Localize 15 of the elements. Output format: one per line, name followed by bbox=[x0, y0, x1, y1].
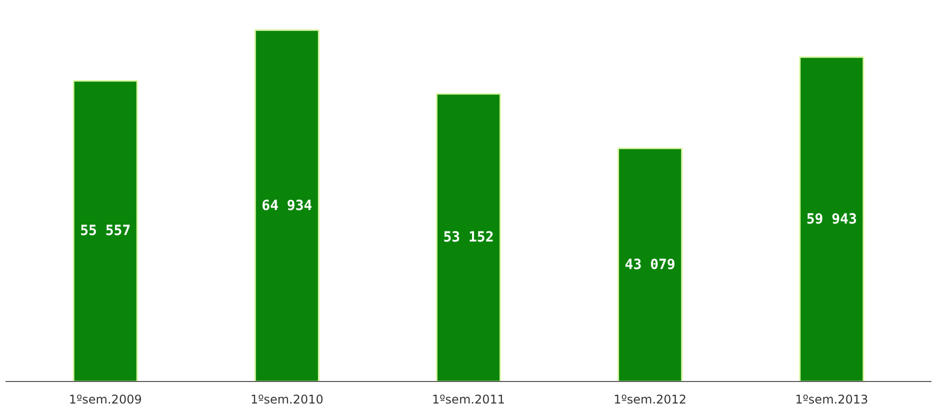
data-label: 53 152 bbox=[443, 230, 494, 246]
x-tick-label: 1ºsem.2010 bbox=[250, 392, 324, 406]
bar bbox=[436, 93, 502, 382]
x-tick-label: 1ºsem.2013 bbox=[795, 392, 868, 406]
bar bbox=[254, 29, 320, 382]
bar bbox=[799, 56, 864, 382]
data-label: 64 934 bbox=[262, 198, 312, 214]
x-tick-label: 1ºsem.2009 bbox=[68, 392, 142, 406]
data-label: 59 943 bbox=[806, 211, 857, 228]
bar bbox=[618, 148, 683, 382]
x-tick-label: 1ºsem.2011 bbox=[432, 392, 505, 406]
bar bbox=[72, 80, 138, 382]
data-label: 43 079 bbox=[624, 256, 676, 273]
data-label: 55 557 bbox=[80, 223, 131, 240]
x-tick-label: 1ºsem.2012 bbox=[614, 392, 687, 406]
